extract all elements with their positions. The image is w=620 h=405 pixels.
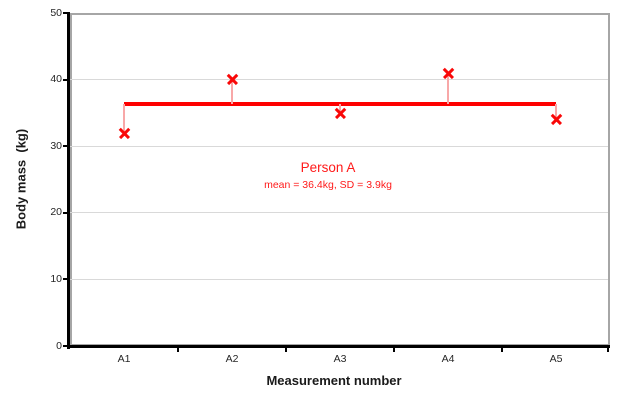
data-point-marker xyxy=(442,66,455,79)
x-axis-tick xyxy=(607,347,609,352)
gridline xyxy=(70,212,608,214)
x-axis-tick xyxy=(501,347,503,352)
y-axis-line xyxy=(67,13,70,349)
point-to-mean-connector xyxy=(555,103,557,120)
gridline xyxy=(70,79,608,81)
annotation-subtitle: mean = 36.4kg, SD = 3.9kg xyxy=(264,179,392,191)
data-point-marker xyxy=(118,126,131,139)
y-axis-tick xyxy=(63,345,70,347)
x-axis-tick xyxy=(177,347,179,352)
x-axis-tick xyxy=(393,347,395,352)
y-tick-label: 50 xyxy=(50,6,62,19)
y-tick-label: 10 xyxy=(50,272,62,285)
gridline xyxy=(70,278,608,280)
x-axis-title: Measurement number xyxy=(266,373,402,388)
x-category-label: A1 xyxy=(117,353,131,365)
y-axis-tick xyxy=(63,211,70,214)
x-axis-tick xyxy=(285,347,287,352)
data-point-marker xyxy=(334,106,347,119)
y-axis-title: Body mass (kg) xyxy=(13,128,29,230)
x-category-label: A3 xyxy=(333,353,347,365)
data-point-marker xyxy=(226,73,239,86)
y-tick-label: 20 xyxy=(50,206,62,219)
point-to-mean-connector xyxy=(231,79,233,104)
y-axis-tick xyxy=(63,145,70,148)
y-tick-label: 40 xyxy=(50,73,62,86)
series-annotation: Person A mean = 36.4kg, SD = 3.9kg xyxy=(264,160,392,192)
x-category-label: A4 xyxy=(441,353,455,365)
annotation-title: Person A xyxy=(300,160,356,175)
y-axis-tick xyxy=(63,78,70,81)
gridline xyxy=(70,145,608,147)
point-to-mean-connector xyxy=(123,103,125,133)
x-category-label: A2 xyxy=(225,353,239,365)
y-axis-tick xyxy=(63,12,70,14)
data-point-marker xyxy=(550,113,563,126)
point-to-mean-connector xyxy=(447,72,449,104)
x-category-label: A5 xyxy=(549,353,563,365)
point-to-mean-connector xyxy=(339,103,341,113)
x-axis-line xyxy=(67,345,610,348)
y-axis-tick xyxy=(63,278,70,281)
y-tick-label: 0 xyxy=(56,339,62,352)
y-tick-label: 30 xyxy=(50,139,62,152)
